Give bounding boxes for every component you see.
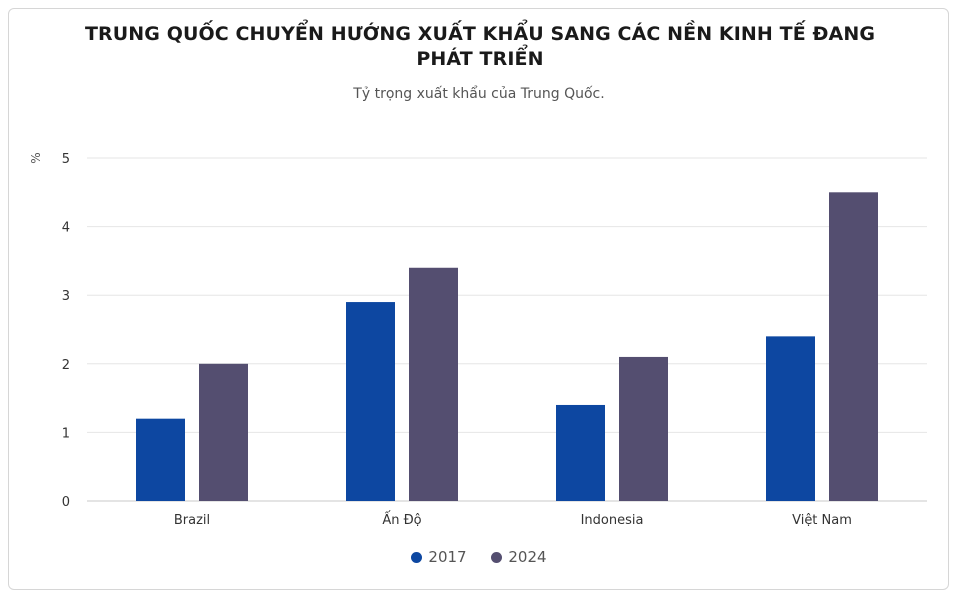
bar-2017-3 <box>766 336 815 501</box>
bar-2024-1 <box>409 267 458 501</box>
chart-title: TRUNG QUỐC CHUYỂN HƯỚNG XUẤT KHẨU SANG C… <box>84 23 876 70</box>
legend-swatch-2024 <box>491 552 503 563</box>
x-tick-label: Việt Nam <box>792 513 852 528</box>
bar-2024-2 <box>619 356 668 501</box>
y-tick-label: 4 <box>62 221 70 236</box>
legend-label-2024: 2024 <box>508 548 547 566</box>
x-tick-label: Indonesia <box>581 513 644 528</box>
x-tick-label: Brazil <box>174 513 210 528</box>
legend-item-2017[interactable]: 2017 <box>411 548 467 566</box>
y-tick-label: 2 <box>62 358 70 373</box>
y-tick-label: 3 <box>62 289 70 304</box>
y-tick-label: 1 <box>62 426 70 441</box>
bar-2017-0 <box>136 418 185 501</box>
y-tick-label: 5 <box>62 152 70 167</box>
chart-subtitle: Tỷ trọng xuất khẩu của Trung Quốc. <box>353 86 605 102</box>
y-axis-label: % <box>29 152 43 163</box>
x-tick-label: Ấn Độ <box>382 511 421 528</box>
legend-item-2024[interactable]: 2024 <box>491 548 547 566</box>
y-tick-label: 0 <box>62 495 70 510</box>
legend-swatch-2017 <box>411 552 423 563</box>
bar-2017-1 <box>346 302 395 501</box>
bar-2024-0 <box>199 363 248 501</box>
bar-2017-2 <box>556 404 605 501</box>
legend-label-2017: 2017 <box>428 548 467 566</box>
chart-legend: 2017 2024 <box>0 548 958 566</box>
bar-2024-3 <box>829 192 878 502</box>
